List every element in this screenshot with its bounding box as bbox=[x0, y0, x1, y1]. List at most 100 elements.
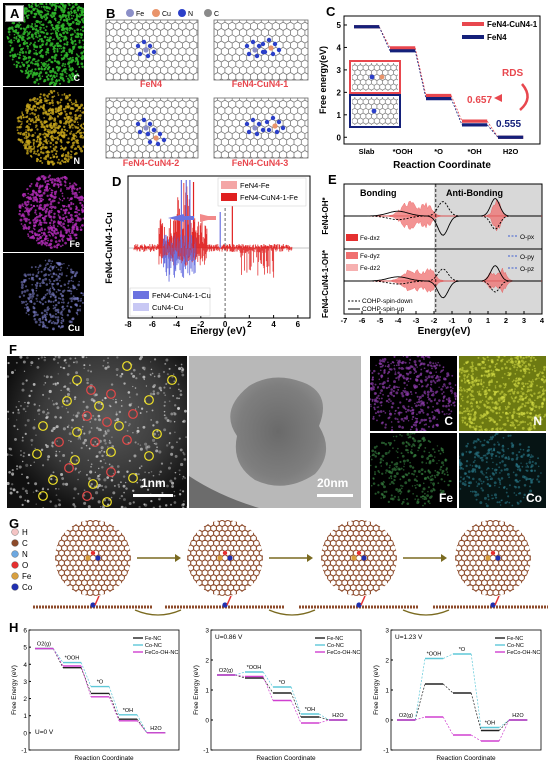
legend-e-o-px: O-px bbox=[520, 234, 535, 241]
svg-text:-7: -7 bbox=[341, 316, 348, 325]
svg-text:-3: -3 bbox=[413, 316, 420, 325]
chart-c-xlabel: Reaction Coordinate bbox=[393, 160, 491, 171]
species-label-1-2: *O bbox=[279, 680, 286, 686]
scale-bar-20nm bbox=[317, 494, 353, 497]
potential-label-2: U=1.23 V bbox=[395, 634, 423, 641]
panel-f: F 1nm 20nm C N Fe Co bbox=[3, 342, 548, 512]
legend-d-cun4-cu-swatch bbox=[133, 291, 149, 299]
species-label-1-4: H2O bbox=[332, 713, 344, 719]
panel-d-label: D bbox=[112, 174, 122, 189]
legend-e-fe-dxz: Fe-dxz bbox=[360, 235, 380, 242]
svg-text:2: 2 bbox=[504, 316, 508, 325]
legend-h-2-2: FeCo-OH-NC bbox=[507, 650, 540, 656]
eds-label-f-c: C bbox=[444, 414, 453, 428]
svg-text:*OH: *OH bbox=[468, 147, 482, 156]
legend-e-fe-dyz: Fe-dyz bbox=[360, 253, 380, 260]
svg-text:-2: -2 bbox=[431, 316, 438, 325]
chart-h-xlabel-1: Reaction Coordinate bbox=[256, 755, 316, 762]
legend-c-label-1: FeN4-CuN4-1 bbox=[487, 20, 538, 29]
svg-text:6: 6 bbox=[296, 320, 301, 329]
legend-d-fen4-fe-swatch bbox=[221, 181, 237, 189]
legend-d-cun4-cu: CuN4-Cu bbox=[152, 303, 183, 312]
rds-annotation: RDS bbox=[502, 68, 523, 79]
legend-h-1-2: FeCo-OH-NC bbox=[327, 650, 360, 656]
svg-text:0: 0 bbox=[223, 320, 228, 329]
potential-label-0: U=0 V bbox=[35, 729, 54, 736]
svg-text:4: 4 bbox=[540, 316, 545, 325]
species-label-1-0: O2(g) bbox=[219, 668, 233, 674]
rds-arrowhead bbox=[494, 94, 502, 102]
chart-e-xlabel: Energy(eV) bbox=[418, 326, 471, 337]
svg-text:3: 3 bbox=[522, 316, 526, 325]
chart-h-xlabel-2: Reaction Coordinate bbox=[436, 755, 496, 762]
svg-text:-5: -5 bbox=[377, 316, 384, 325]
svg-text:-4: -4 bbox=[395, 316, 402, 325]
svg-text:4: 4 bbox=[337, 43, 342, 52]
legend-d-fen4-fe: FeN4-Fe bbox=[240, 181, 270, 190]
chart-d-xlabel: Energy (eV) bbox=[190, 326, 246, 337]
panel-a: A C N Fe Cu bbox=[3, 3, 84, 336]
legend-b-n: N bbox=[188, 11, 193, 18]
chart-h-ylabel-2: Free Energy (eV) bbox=[373, 665, 380, 715]
svg-text:*OOH: *OOH bbox=[393, 147, 413, 156]
eds-label-fe: Fe bbox=[69, 239, 80, 249]
scale-label-20nm: 20nm bbox=[317, 476, 349, 490]
legend-g-fe: Fe bbox=[22, 572, 32, 581]
bonding-label: Bonding bbox=[360, 188, 397, 198]
eds-map-f-c: C bbox=[370, 356, 457, 431]
svg-text:Slab: Slab bbox=[359, 147, 375, 156]
legend-h-1-0: Fe-NC bbox=[327, 636, 343, 642]
chart-c-ylabel: Free energy(eV) bbox=[318, 46, 328, 114]
svg-text:5: 5 bbox=[337, 21, 342, 30]
panel-c-label: C bbox=[326, 4, 336, 19]
structure-label-fen4: FeN4 bbox=[140, 79, 162, 89]
svg-text:1: 1 bbox=[486, 316, 490, 325]
haadf-stem-image: 1nm bbox=[7, 356, 187, 508]
svg-text:-6: -6 bbox=[359, 316, 366, 325]
eds-map-c: C bbox=[3, 3, 84, 86]
legend-g-c: C bbox=[22, 539, 28, 548]
legend-e-o-pz: O-pz bbox=[520, 266, 534, 273]
legend-b-cu: Cu bbox=[162, 11, 171, 18]
panel-d: D -8 -6 -4 -2 0 2 4 6 FeN4-CuN4-1-Cu Energy (eV… bbox=[100, 172, 316, 338]
legend-g-h: H bbox=[22, 528, 28, 537]
eds-label-cu: Cu bbox=[68, 323, 80, 333]
panel-e-label: E bbox=[328, 172, 337, 187]
eds-label-n: N bbox=[73, 156, 81, 166]
svg-text:2: 2 bbox=[337, 88, 342, 97]
value-0555: 0.555 bbox=[496, 119, 521, 130]
pdos-chart: -8 -6 -4 -2 0 2 4 6 FeN4-CuN4-1-Cu Energy (eV) … bbox=[104, 175, 311, 337]
legend-d-cun4-fe: FeN4-CuN4-1-Fe bbox=[240, 193, 298, 202]
panel-b: B Fe Cu N C FeN4 FeN4-CuN4-1 FeN4-CuN4-2 Fe… bbox=[100, 4, 316, 170]
panel-f-label: F bbox=[9, 342, 17, 357]
legend-g-co: Co bbox=[22, 583, 33, 592]
legend-e-o-py: O-py bbox=[520, 254, 535, 261]
eds-map-fe: Fe bbox=[3, 170, 84, 252]
inset-cun4-structure bbox=[349, 60, 401, 94]
legend-h-1-1: Co-NC bbox=[327, 643, 344, 649]
scale-bar-1nm bbox=[133, 494, 173, 497]
species-label-0-2: *O bbox=[97, 680, 104, 686]
scale-label-1nm: 1nm bbox=[141, 476, 166, 490]
legend-h-0-0: Fe-NC bbox=[145, 636, 161, 642]
species-label-0-1: *OOH bbox=[65, 656, 80, 662]
legend-b-c: C bbox=[214, 11, 219, 18]
species-label-0-0: O2(g) bbox=[37, 642, 51, 648]
svg-text:-4: -4 bbox=[173, 320, 181, 329]
eds-map-n: N bbox=[3, 87, 84, 169]
cohp-chart: -7 -6 -5 -4 -3 -2 -1 0 1 2 3 4 Bonding Anti-Bonding… bbox=[321, 183, 545, 337]
svg-text:3: 3 bbox=[337, 66, 342, 75]
blue-arrow bbox=[168, 214, 184, 222]
svg-text:-6: -6 bbox=[149, 320, 157, 329]
chart-d-ylabel: FeN4-CuN4-1-Cu bbox=[104, 212, 114, 284]
eds-label-f-co: Co bbox=[526, 491, 542, 505]
potential-label-1: U=0.86 V bbox=[215, 634, 243, 641]
free-energy-chart: 0 1 2 3 4 5 Slab *OOH *O *OH H2O Free energy(eV) R… bbox=[318, 15, 541, 171]
particle-shape bbox=[230, 377, 327, 486]
species-label-1-3: *OH bbox=[305, 707, 315, 713]
legend-c-label-2: FeN4 bbox=[487, 33, 507, 42]
eds-label-f-n: N bbox=[533, 414, 542, 428]
legend-d-cun4-cu-swatch-2 bbox=[133, 303, 149, 311]
svg-text:-8: -8 bbox=[124, 320, 132, 329]
